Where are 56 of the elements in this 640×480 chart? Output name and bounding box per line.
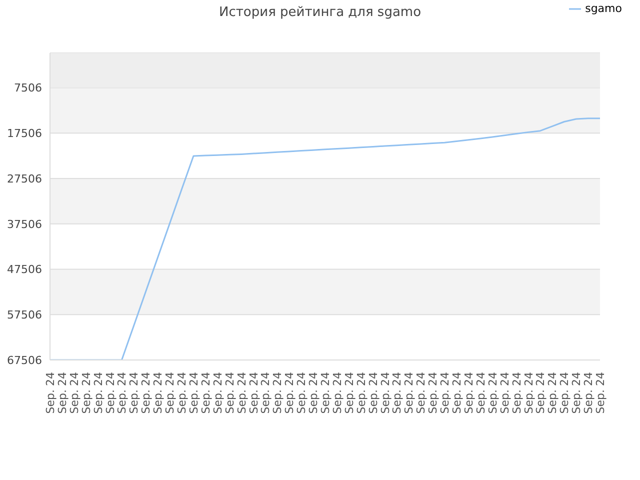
x-tick-label: Sep. 24 [522, 372, 536, 414]
x-tick-label: Sep. 24 [534, 372, 548, 414]
x-tick-label: Sep. 24 [450, 372, 464, 414]
chart-title: История рейтинга для sgamo [218, 5, 422, 20]
y-tick-label: 27506 [7, 172, 42, 186]
x-tick-label: Sep. 24 [247, 372, 260, 414]
x-tick-label: Sep. 24 [510, 372, 524, 414]
x-tick-label: Sep. 24 [426, 372, 440, 414]
x-tick-label: Sep. 24 [259, 372, 272, 414]
x-tick-label: Sep. 24 [307, 372, 320, 414]
x-tick-label: Sep. 24 [354, 372, 368, 414]
x-tick-label: Sep. 24 [330, 372, 344, 414]
x-tick-label: Sep. 24 [164, 372, 177, 414]
x-tick-label: Sep. 24 [116, 372, 129, 414]
x-tick-label: Sep. 24 [582, 372, 596, 414]
y-tick-label: 37506 [7, 218, 42, 231]
x-tick-label: Sep. 24 [176, 372, 189, 414]
x-tick-label: Sep. 24 [438, 372, 452, 414]
x-tick-label: Sep. 24 [80, 372, 93, 414]
x-tick-label: Sep. 24 [498, 372, 512, 414]
x-tick-label: Sep. 24 [140, 372, 153, 414]
x-tick-label: Sep. 24 [414, 372, 428, 414]
y-tick-label: 67506 [7, 354, 42, 367]
x-tick-label: Sep. 24 [342, 372, 356, 414]
x-tick-label: Sep. 24 [319, 372, 332, 414]
x-tick-label: Sep. 24 [486, 372, 500, 414]
x-tick-label: Sep. 24 [594, 372, 607, 414]
x-tick-label: Sep. 24 [235, 372, 248, 414]
x-tick-label: Sep. 24 [104, 372, 117, 414]
x-tick-label: Sep. 24 [56, 372, 69, 414]
x-tick-label: Sep. 24 [474, 372, 488, 414]
x-tick-label: Sep. 24 [570, 372, 584, 414]
x-tick-label: Sep. 24 [68, 372, 81, 414]
x-tick-label: Sep. 24 [211, 372, 224, 414]
x-tick-label: Sep. 24 [390, 372, 404, 414]
x-tick-label: Sep. 24 [271, 372, 284, 414]
x-tick-label: Sep. 24 [128, 372, 141, 414]
x-tick-label: Sep. 24 [44, 372, 57, 414]
x-tick-label: Sep. 24 [187, 372, 200, 414]
x-tick-label: Sep. 24 [366, 372, 380, 414]
x-tick-label: Sep. 24 [152, 372, 165, 414]
x-tick-label: Sep. 24 [558, 372, 572, 414]
x-tick-label: Sep. 24 [92, 372, 105, 414]
x-tick-label: Sep. 24 [283, 372, 296, 414]
y-tick-label: 17506 [7, 127, 42, 140]
x-tick-label: Sep. 24 [199, 372, 212, 414]
x-tick-label: Sep. 24 [462, 372, 476, 414]
y-tick-label: 47506 [7, 263, 42, 276]
x-tick-label: Sep. 24 [402, 372, 416, 414]
x-tick-label: Sep. 24 [295, 372, 308, 414]
x-tick-label: Sep. 24 [378, 372, 392, 414]
legend-label: sgamo [585, 2, 622, 15]
x-tick-label: Sep. 24 [223, 372, 236, 414]
y-tick-label: 57506 [7, 308, 42, 322]
x-tick-label: Sep. 24 [546, 372, 560, 414]
y-tick-label: 7506 [14, 82, 42, 95]
